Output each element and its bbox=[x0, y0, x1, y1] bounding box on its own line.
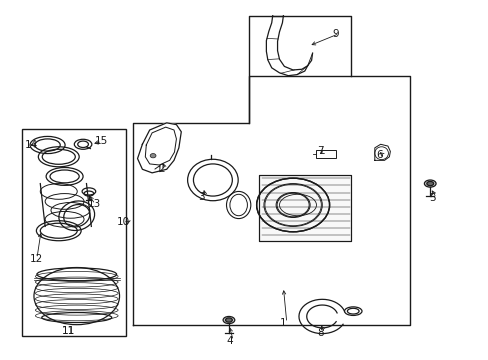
Ellipse shape bbox=[225, 318, 232, 322]
Text: 11: 11 bbox=[62, 326, 75, 336]
Text: 9: 9 bbox=[331, 28, 338, 39]
Text: 12: 12 bbox=[30, 253, 43, 264]
Ellipse shape bbox=[424, 180, 435, 187]
Bar bbox=[22, 129, 126, 337]
Text: 4: 4 bbox=[225, 336, 232, 346]
Polygon shape bbox=[137, 123, 181, 173]
Text: 11: 11 bbox=[62, 326, 75, 336]
Text: 7: 7 bbox=[317, 147, 324, 157]
Text: 8: 8 bbox=[317, 328, 324, 338]
Text: 5: 5 bbox=[428, 193, 435, 203]
Text: 1: 1 bbox=[279, 318, 285, 328]
Polygon shape bbox=[374, 144, 389, 160]
Text: 10: 10 bbox=[117, 217, 130, 227]
Ellipse shape bbox=[426, 181, 433, 186]
Ellipse shape bbox=[223, 316, 234, 324]
Circle shape bbox=[150, 154, 156, 158]
Text: 13: 13 bbox=[88, 199, 101, 209]
Bar bbox=[259, 175, 351, 241]
Text: 6: 6 bbox=[375, 150, 382, 160]
Text: 15: 15 bbox=[95, 136, 108, 147]
Text: 14: 14 bbox=[25, 140, 38, 150]
Bar bbox=[259, 175, 351, 241]
Text: 2: 2 bbox=[158, 164, 164, 174]
Text: 3: 3 bbox=[198, 192, 204, 202]
Bar bbox=[316, 150, 335, 158]
